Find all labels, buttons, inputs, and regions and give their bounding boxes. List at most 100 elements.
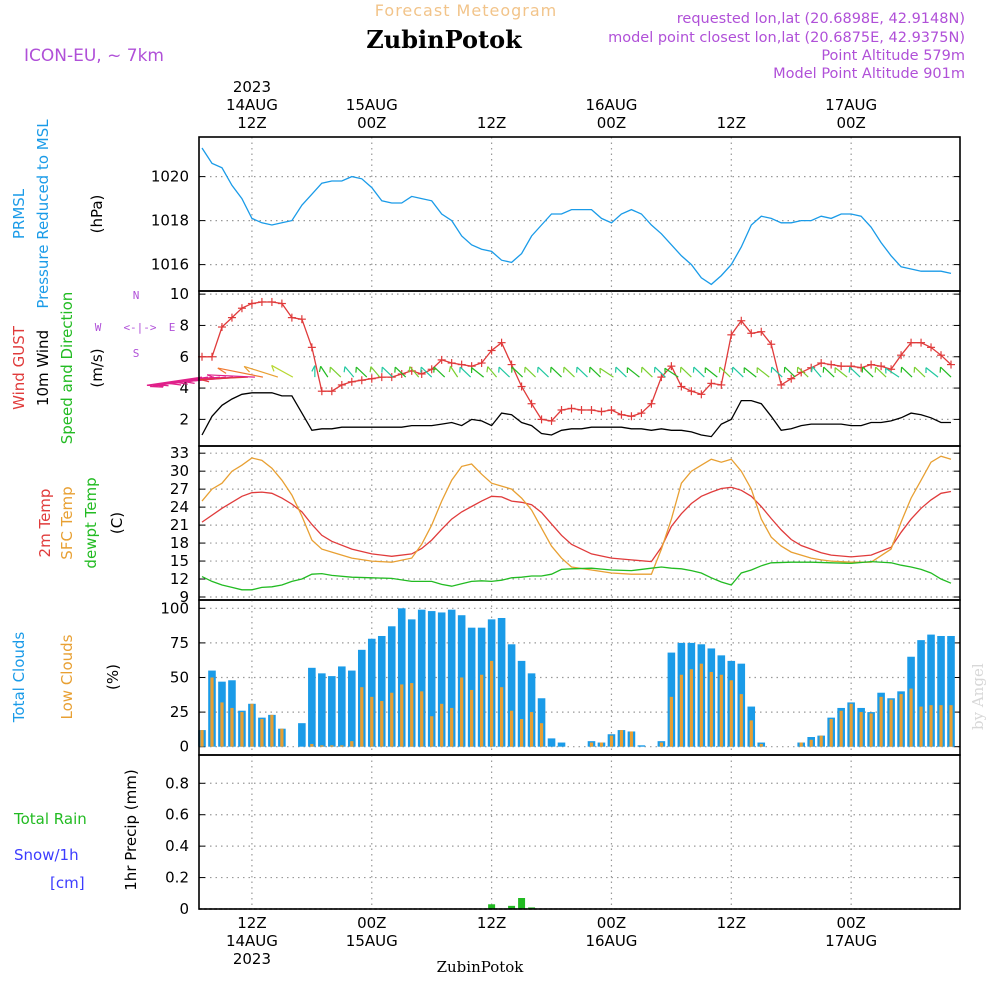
bar-low-clouds [539, 723, 544, 747]
bar-total-clouds [467, 627, 476, 747]
wind-arrow [704, 367, 718, 378]
panel-axis-label: Wind GUST [10, 325, 28, 410]
wind-arrow [849, 366, 861, 378]
gust-point-marker [667, 362, 676, 371]
title-top: Forecast Meteogram [375, 1, 557, 20]
time-label-top: 12Z [717, 114, 746, 132]
gust-point-marker [447, 359, 456, 368]
gust-point-marker [657, 373, 666, 382]
wind-arrow [537, 366, 549, 378]
gust-point-marker [497, 338, 506, 347]
bar-low-clouds [859, 712, 863, 747]
y-tick-label: 4 [179, 379, 189, 397]
y-tick-label: 0 [179, 738, 189, 756]
bar-total-clouds [637, 745, 646, 747]
bar-low-clouds [450, 707, 454, 747]
footer-location: ZubinPotok [437, 958, 525, 976]
bar-total-clouds [397, 608, 406, 747]
gust-point-marker [257, 297, 266, 306]
point-altitude: Point Altitude 579m [821, 48, 965, 64]
gust-point-marker [767, 340, 776, 349]
panel-axis-label: Pressure Reduced to MSL [34, 119, 52, 309]
gust-point-marker [297, 315, 306, 324]
panel-axis-label: (%) [104, 664, 122, 690]
series-line-prmsl [201, 147, 952, 286]
gust-point-marker [817, 359, 826, 368]
panel-axis-label: (m/s) [88, 348, 106, 387]
bar-total-clouds [427, 611, 436, 747]
y-tick-label: 100 [160, 599, 189, 617]
bar-low-clouds [500, 687, 504, 747]
panel-axis-label: 2m Temp [36, 489, 54, 558]
requested-coords: requested lon,lat (20.6898E, 42.9148N) [677, 11, 965, 27]
bar-low-clouds [739, 694, 743, 747]
bar-total-clouds [537, 698, 546, 747]
time-label-top: 12Z [237, 114, 266, 132]
gust-point-marker [247, 299, 256, 308]
time-label-top: 00Z [836, 114, 865, 132]
wind-arrow [200, 376, 248, 381]
bar-low-clouds [380, 701, 384, 747]
time-label-bottom: 16AUG [585, 932, 637, 950]
y-tick-label: 8 [179, 316, 189, 334]
gust-point-marker [897, 351, 906, 360]
y-tick-label: 9 [179, 588, 189, 606]
bar-total-clouds [517, 660, 526, 747]
bar-low-clouds [470, 689, 474, 747]
bar-total-clouds [348, 670, 356, 747]
gust-point-marker [567, 404, 576, 413]
precip-label-rain: Total Rain [13, 810, 87, 828]
compass-west: W [95, 321, 102, 334]
gust-point-marker [647, 399, 656, 408]
bar-total-clouds [927, 634, 935, 747]
time-label-top: 14AUG [226, 96, 278, 114]
wind-arrow [589, 366, 601, 378]
bar-low-clouds [599, 742, 604, 747]
gust-point-marker [757, 327, 766, 336]
gust-point-marker [827, 360, 836, 369]
time-label-top: 2023 [233, 78, 271, 96]
wind-arrow [641, 366, 653, 378]
wind-arrow [925, 367, 939, 378]
gust-point-marker [307, 343, 316, 352]
wind-arrow-head [408, 366, 411, 373]
time-label-bottom: 12Z [717, 914, 746, 932]
wind-arrow [511, 366, 523, 378]
closest-coords: model point closest lon,lat (20.6875E, 4… [608, 30, 965, 46]
wind-arrow-head [176, 381, 188, 385]
gust-point-marker [907, 338, 916, 347]
gust-point-marker [387, 373, 396, 382]
gust-point-marker [367, 374, 376, 383]
y-tick-label: 6 [179, 348, 189, 366]
wind-arrow [599, 367, 614, 378]
wind-arrow [940, 366, 952, 378]
gust-point-marker [947, 360, 956, 369]
bar-low-clouds [519, 719, 524, 747]
bar-low-clouds [949, 705, 953, 747]
bar-total-clouds [497, 617, 506, 747]
bar-low-clouds [749, 720, 753, 747]
bar-total-clouds [387, 626, 396, 747]
bar-low-clouds [809, 739, 813, 747]
bar-low-clouds [529, 712, 534, 747]
wind-arrow [719, 366, 731, 378]
gust-point-marker [727, 330, 736, 339]
bar-low-clouds [909, 688, 913, 747]
bar-low-clouds [390, 692, 394, 747]
wind-arrow [459, 366, 472, 378]
gust-point-marker [677, 382, 686, 391]
panel-frame [198, 445, 961, 601]
bar-low-clouds [939, 705, 943, 747]
bar-total-clouds [947, 635, 955, 747]
gust-point-marker [277, 299, 286, 308]
compass-arrow: <-|-> [123, 321, 156, 334]
bar-low-clouds [320, 745, 324, 747]
gust-point-marker [327, 387, 336, 396]
gust-point-marker [917, 338, 926, 347]
gust-point-marker [437, 355, 446, 364]
bar-low-clouds [400, 684, 404, 747]
time-label-top: 00Z [597, 114, 626, 132]
compass-north: N [133, 289, 140, 302]
gust-point-marker [587, 405, 596, 414]
